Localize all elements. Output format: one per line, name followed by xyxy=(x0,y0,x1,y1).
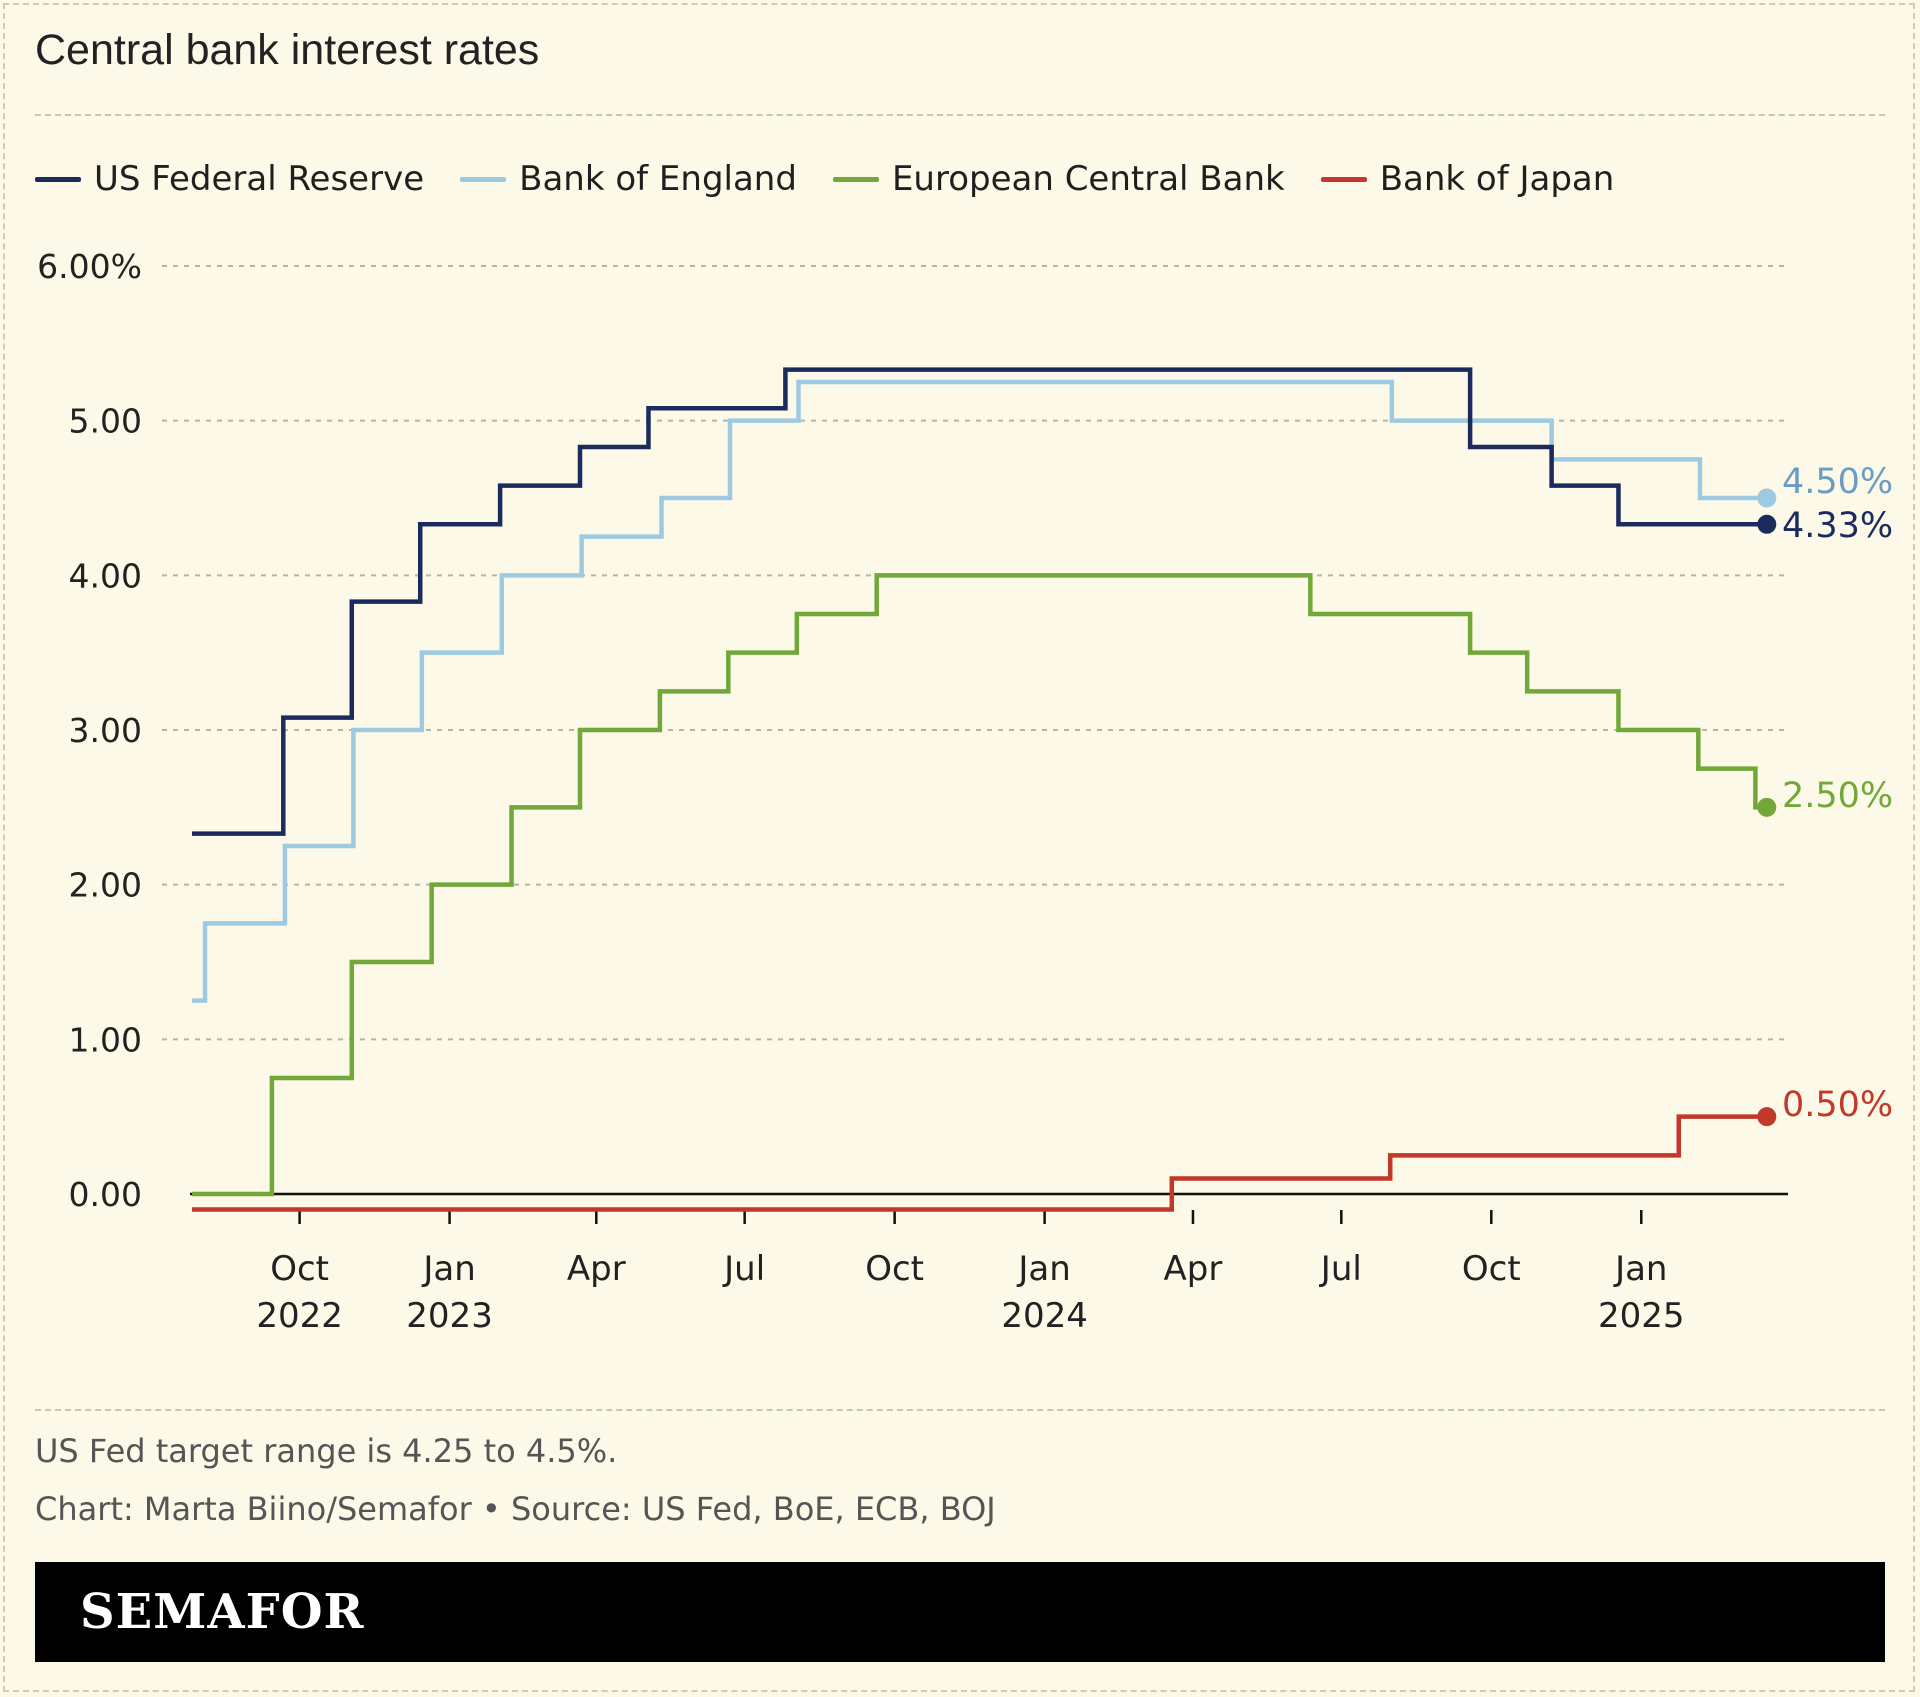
x-tick-year-label: 2025 xyxy=(1598,1296,1685,1336)
x-tick-label: Apr xyxy=(1164,1249,1223,1289)
legend-item: European Central Bank xyxy=(832,159,1285,199)
series-line-us-federal-reserve xyxy=(192,367,1767,836)
legend-label: US Federal Reserve xyxy=(94,159,425,199)
title-divider xyxy=(35,114,1885,116)
chart-plot: 6.00% 5.00 4.00 3.00 2.00 1.00 0.00 Oct 2022 Jan 2… xyxy=(37,247,1893,1336)
legend-swatch xyxy=(35,176,81,182)
x-tick-label: Jul xyxy=(1319,1249,1362,1289)
y-tick-label: 0.00 xyxy=(69,1175,142,1214)
legend-label: European Central Bank xyxy=(891,159,1285,199)
legend: US Federal Reserve Bank of England Europea… xyxy=(35,156,1614,202)
y-tick-label: 2.00 xyxy=(69,866,142,905)
series-end-label: 2.50% xyxy=(1782,776,1893,816)
x-tick-label: Apr xyxy=(567,1249,626,1289)
chart-title: Central bank interest rates xyxy=(35,26,540,74)
x-tick-year-label: 2022 xyxy=(256,1296,343,1336)
series-end-label: 4.33% xyxy=(1782,506,1893,546)
legend-item: Bank of England xyxy=(460,159,797,199)
x-tick-label: Oct xyxy=(1462,1249,1521,1289)
legend-item: US Federal Reserve xyxy=(35,159,424,199)
y-tick-label: 4.00 xyxy=(69,556,142,595)
series-line-bank-of-japan xyxy=(192,1114,1767,1212)
x-tick-year-label: 2024 xyxy=(1001,1296,1088,1336)
series-line-bank-of-england xyxy=(192,379,1767,1003)
series-end-label: 0.50% xyxy=(1782,1085,1893,1125)
chart-credit: Chart: Marta Biino/Semafor • Source: US … xyxy=(35,1490,996,1528)
chart-card xyxy=(3,3,1915,1692)
series-end-dot xyxy=(1757,488,1777,508)
brand-logo: SEMAFOR xyxy=(80,1584,365,1640)
y-tick-label: 5.00 xyxy=(69,402,142,441)
brand-bar: SEMAFOR xyxy=(35,1562,1885,1662)
legend-swatch xyxy=(460,176,507,182)
legend-swatch xyxy=(1320,176,1367,182)
chart-note: US Fed target range is 4.25 to 4.5%. xyxy=(35,1432,618,1470)
y-tick-label: 1.00 xyxy=(69,1020,142,1059)
legend-item: Bank of Japan xyxy=(1320,159,1615,199)
footer-divider xyxy=(35,1409,1885,1411)
x-tick-label: Oct xyxy=(270,1249,329,1289)
x-tick-label: Jan xyxy=(1613,1249,1667,1289)
legend-label: Bank of England xyxy=(519,159,797,199)
series-end-label: 4.50% xyxy=(1782,462,1893,502)
series-end-dot xyxy=(1757,797,1777,817)
legend-swatch xyxy=(832,176,879,182)
y-tick-label: 6.00% xyxy=(37,247,142,286)
y-tick-label: 3.00 xyxy=(69,711,142,750)
legend-label: Bank of Japan xyxy=(1379,159,1615,199)
series-end-dot xyxy=(1757,514,1777,534)
x-tick-year-label: 2023 xyxy=(406,1296,493,1336)
series-end-dot xyxy=(1757,1107,1777,1127)
x-tick-label: Jan xyxy=(1016,1249,1070,1289)
x-tick-label: Jul xyxy=(722,1249,765,1289)
x-tick-label: Jan xyxy=(421,1249,475,1289)
x-tick-label: Oct xyxy=(865,1249,924,1289)
series-line-european-central-bank xyxy=(192,573,1767,1197)
